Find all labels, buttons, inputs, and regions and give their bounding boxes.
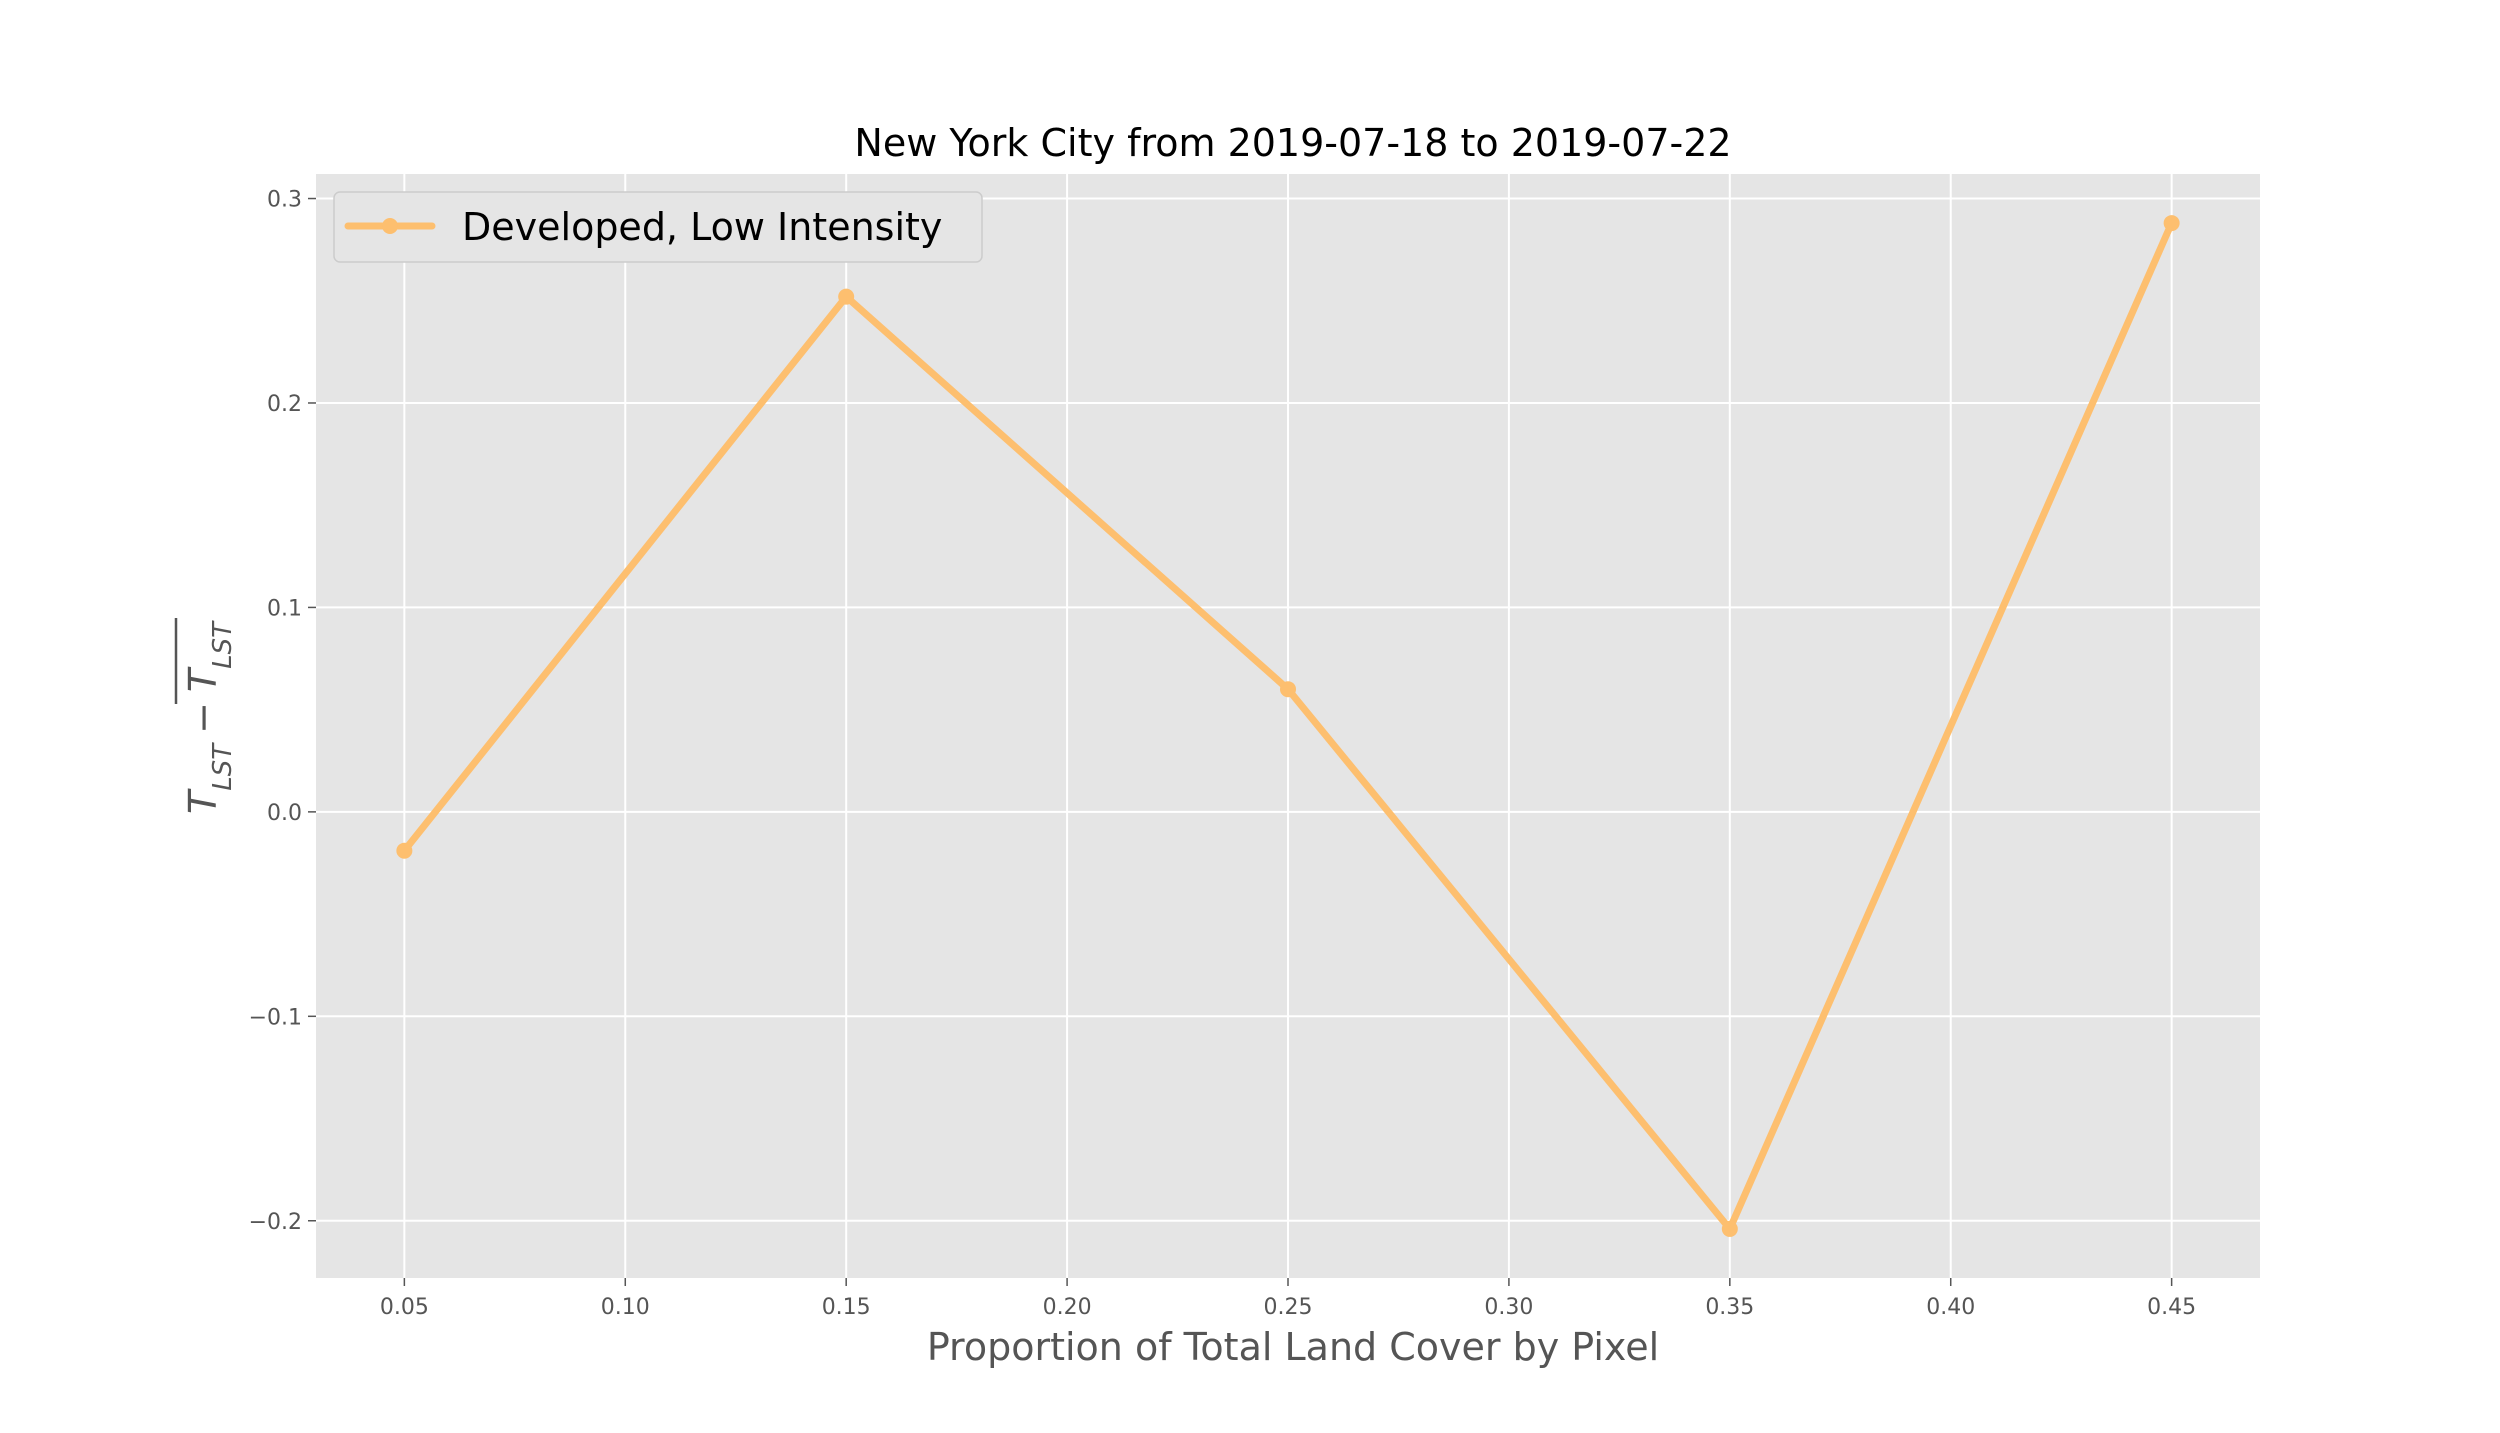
x-tick-label: 0.30 — [1484, 1295, 1533, 1320]
series-layer — [396, 215, 2180, 1237]
y-tick-label: −0.2 — [249, 1210, 302, 1235]
x-tick-label: 0.20 — [1043, 1295, 1092, 1320]
data-point — [396, 842, 413, 859]
x-tick-label: 0.10 — [601, 1295, 650, 1320]
legend: Developed, Low Intensity — [333, 191, 983, 263]
x-tick-label: 0.35 — [1705, 1295, 1754, 1320]
y-label-t2: T — [181, 666, 225, 692]
y-label-minus: − — [181, 702, 225, 734]
data-point — [838, 288, 855, 305]
data-point — [2163, 215, 2180, 232]
y-tick-label: 0.2 — [267, 392, 302, 417]
x-tick-label: 0.05 — [380, 1295, 429, 1320]
data-point — [1280, 681, 1296, 698]
y-tick-label: 0.0 — [267, 801, 302, 826]
y-label-t1: T — [181, 788, 225, 814]
x-tick-label: 0.45 — [2147, 1295, 2196, 1320]
legend-swatch-marker — [382, 218, 398, 234]
x-tick-label: 0.40 — [1926, 1295, 1975, 1320]
y-label-sub2: LST — [208, 620, 238, 669]
data-point — [1721, 1220, 1738, 1237]
legend-swatch — [344, 218, 436, 234]
chart-title: New York City from 2019-07-18 to 2019-07… — [854, 121, 1731, 165]
x-axis-ticks: 0.05 0.10 0.15 0.20 0.25 0.30 0.35 0.40 0.45 — [380, 1278, 2196, 1320]
legend-box — [333, 191, 983, 263]
y-axis-label-text: TLST−TLST — [181, 620, 238, 814]
y-label-sub1: LST — [208, 742, 238, 791]
x-axis-label: Proportion of Total Land Cover by Pixel — [927, 1325, 1659, 1369]
y-axis-ticks: −0.2 −0.1 0.0 0.1 0.2 0.3 — [249, 188, 316, 1235]
y-tick-label: −0.1 — [249, 1005, 302, 1030]
x-tick-label: 0.25 — [1264, 1295, 1313, 1320]
y-axis-label: TLST−TLST — [174, 618, 238, 814]
x-tick-label: 0.15 — [822, 1295, 871, 1320]
y-tick-label: 0.3 — [267, 188, 302, 213]
grid-lines — [316, 174, 2260, 1278]
legend-label: Developed, Low Intensity — [462, 205, 942, 249]
y-tick-label: 0.1 — [267, 596, 302, 621]
